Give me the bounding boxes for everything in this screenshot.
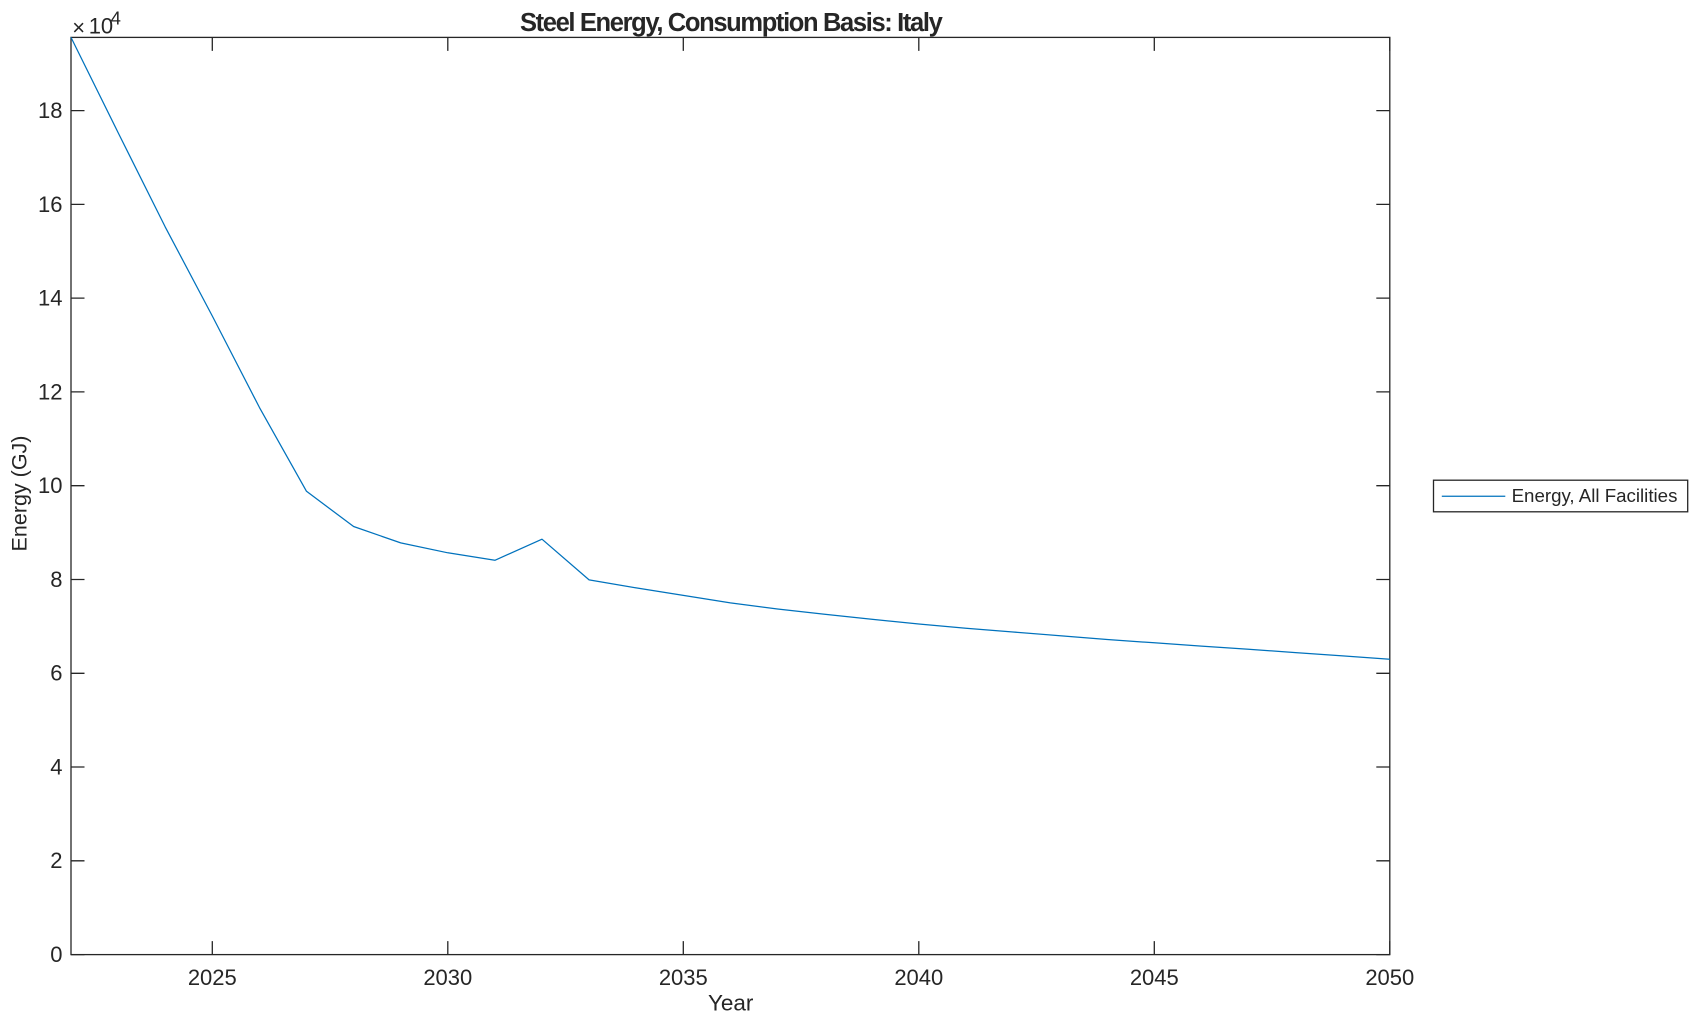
svg-text:2045: 2045 bbox=[1130, 965, 1179, 990]
svg-text:4: 4 bbox=[50, 754, 62, 779]
svg-text:2040: 2040 bbox=[894, 965, 943, 990]
svg-text:12: 12 bbox=[38, 379, 62, 404]
svg-text:Year: Year bbox=[708, 990, 754, 1015]
svg-text:14: 14 bbox=[38, 286, 62, 311]
svg-text:16: 16 bbox=[38, 192, 62, 217]
svg-text:8: 8 bbox=[50, 567, 62, 592]
svg-text:2025: 2025 bbox=[188, 965, 237, 990]
svg-text:10: 10 bbox=[89, 13, 113, 38]
svg-text:2: 2 bbox=[50, 848, 62, 873]
svg-text:Energy (GJ): Energy (GJ) bbox=[8, 436, 32, 552]
svg-text:18: 18 bbox=[38, 98, 62, 123]
svg-text:2050: 2050 bbox=[1365, 965, 1414, 990]
svg-text:2030: 2030 bbox=[423, 965, 472, 990]
svg-text:10: 10 bbox=[38, 473, 62, 498]
svg-text:Energy, All Facilities: Energy, All Facilities bbox=[1512, 485, 1678, 506]
svg-text:6: 6 bbox=[50, 661, 62, 686]
svg-text:×: × bbox=[72, 15, 85, 40]
svg-text:4: 4 bbox=[111, 7, 121, 28]
svg-text:2035: 2035 bbox=[659, 965, 708, 990]
svg-text:Steel Energy, Consumption Basi: Steel Energy, Consumption Basis: Italy bbox=[520, 9, 944, 37]
svg-text:0: 0 bbox=[50, 942, 62, 967]
